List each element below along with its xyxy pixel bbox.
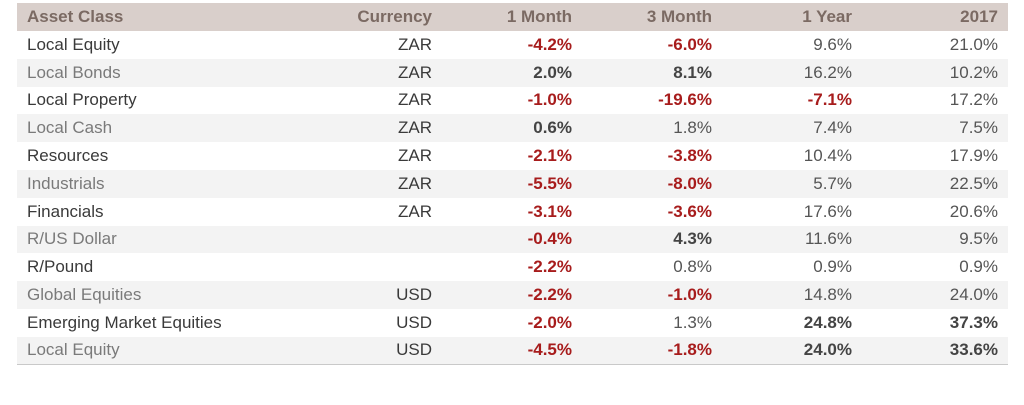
three-month-cell: -1.0% [667,285,712,305]
header-1-month: 1 Month [506,7,572,26]
currency-cell: ZAR [398,201,432,221]
one-year-cell: 16.2% [803,62,852,82]
one-month-cell: -2.2% [527,257,572,277]
currency-cell: USD [396,285,432,305]
three-month-cell: 8.1% [673,62,712,82]
one-year-cell: -7.1% [807,90,852,110]
table-row: R/Pound -2.2% 0.8% 0.9% 0.9% [17,253,1008,281]
one-month-cell: -5.5% [527,173,572,193]
currency-cell [307,226,442,254]
three-month-cell: 0.8% [673,257,712,277]
year-2017-cell: 24.0% [949,285,998,305]
year-2017-cell: 33.6% [949,340,998,360]
currency-cell [307,253,442,281]
three-month-cell: 1.8% [673,118,712,138]
year-2017-cell: 9.5% [959,229,998,249]
three-month-cell: 1.3% [673,312,712,332]
table-body: Local Equity ZAR -4.2% -6.0% 9.6% 21.0% Local … [17,31,1008,365]
currency-cell: ZAR [398,118,432,138]
table-row: Global Equities USD -2.2% -1.0% 14.8% 24.0% [17,281,1008,309]
one-month-cell: -2.1% [527,146,572,166]
table-row: Financials ZAR -3.1% -3.6% 17.6% 20.6% [17,198,1008,226]
one-month-cell: -4.2% [527,34,572,54]
three-month-cell: -3.6% [667,201,712,221]
currency-cell: ZAR [398,62,432,82]
asset-class-cell: Global Equities [27,285,142,305]
asset-class-cell: Local Property [27,90,137,110]
asset-class-cell: R/Pound [27,257,94,277]
header-2017: 2017 [960,7,998,26]
table-row: Emerging Market Equities USD -2.0% 1.3% 24.8… [17,309,1008,337]
currency-cell: ZAR [398,90,432,110]
asset-returns-table: Asset Class Currency 1 Month 3 Month 1 Y… [17,3,1008,366]
one-month-cell: -3.1% [527,201,572,221]
one-month-cell: 0.6% [533,118,572,138]
currency-cell: USD [396,312,432,332]
header-1-year: 1 Year [802,7,852,26]
currency-cell: ZAR [398,146,432,166]
header-asset-class: Asset Class [27,7,124,26]
three-month-cell: -6.0% [667,34,712,54]
one-year-cell: 17.6% [803,201,852,221]
asset-class-cell: Industrials [27,173,105,193]
asset-class-cell: R/US Dollar [27,229,117,249]
currency-cell: ZAR [398,173,432,193]
year-2017-cell: 20.6% [949,201,998,221]
one-year-cell: 24.0% [803,340,852,360]
three-month-cell: -3.8% [667,146,712,166]
year-2017-cell: 10.2% [949,62,998,82]
one-year-cell: 14.8% [803,285,852,305]
year-2017-cell: 17.9% [949,146,998,166]
returns-table-container: Asset Class Currency 1 Month 3 Month 1 Y… [17,3,1008,366]
table-row: Local Equity ZAR -4.2% -6.0% 9.6% 21.0% [17,31,1008,59]
one-month-cell: -0.4% [527,229,572,249]
header-row: Asset Class Currency 1 Month 3 Month 1 Y… [17,3,1008,31]
one-year-cell: 11.6% [805,229,852,249]
table-row: Local Equity USD -4.5% -1.8% 24.0% 33.6% [17,336,1008,365]
year-2017-cell: 37.3% [949,312,998,332]
table-row: Resources ZAR -2.1% -3.8% 10.4% 17.9% [17,142,1008,170]
table-row: Industrials ZAR -5.5% -8.0% 5.7% 22.5% [17,169,1008,198]
one-month-cell: -4.5% [527,340,572,360]
three-month-cell: -1.8% [667,340,712,360]
asset-class-cell: Emerging Market Equities [27,312,222,332]
asset-class-cell: Local Bonds [27,62,121,82]
one-year-cell: 7.4% [813,118,852,138]
year-2017-cell: 21.0% [949,34,998,54]
one-month-cell: -1.0% [527,90,572,110]
one-year-cell: 5.7% [813,173,852,193]
table-row: R/US Dollar -0.4% 4.3% 11.6% 9.5% [17,225,1008,254]
three-month-cell: -8.0% [667,173,712,193]
asset-class-cell: Local Cash [27,118,113,138]
table-row: Local Bonds ZAR 2.0% 8.1% 16.2% 10.2% [17,58,1008,87]
table-header: Asset Class Currency 1 Month 3 Month 1 Y… [17,3,1008,31]
one-year-cell: 24.8% [803,312,852,332]
year-2017-cell: 7.5% [959,118,998,138]
header-3-month: 3 Month [646,7,712,26]
table-row: Local Property ZAR -1.0% -19.6% -7.1% 17.2% [17,87,1008,115]
one-month-cell: -2.2% [527,285,572,305]
one-year-cell: 10.4% [803,146,852,166]
one-month-cell: 2.0% [533,62,572,82]
year-2017-cell: 0.9% [959,257,998,277]
currency-cell: USD [396,340,432,360]
asset-class-cell: Local Equity [27,34,120,54]
year-2017-cell: 22.5% [949,173,998,193]
one-year-cell: 9.6% [813,34,852,54]
table-row: Local Cash ZAR 0.6% 1.8% 7.4% 7.5% [17,114,1008,143]
header-currency: Currency [357,7,432,26]
one-year-cell: 0.9% [813,257,852,277]
currency-cell: ZAR [398,34,432,54]
year-2017-cell: 17.2% [949,90,998,110]
one-month-cell: -2.0% [527,312,572,332]
asset-class-cell: Resources [27,146,109,166]
asset-class-cell: Financials [27,201,104,221]
asset-class-cell: Local Equity [27,340,120,360]
three-month-cell: -19.6% [658,90,712,110]
three-month-cell: 4.3% [673,229,712,249]
